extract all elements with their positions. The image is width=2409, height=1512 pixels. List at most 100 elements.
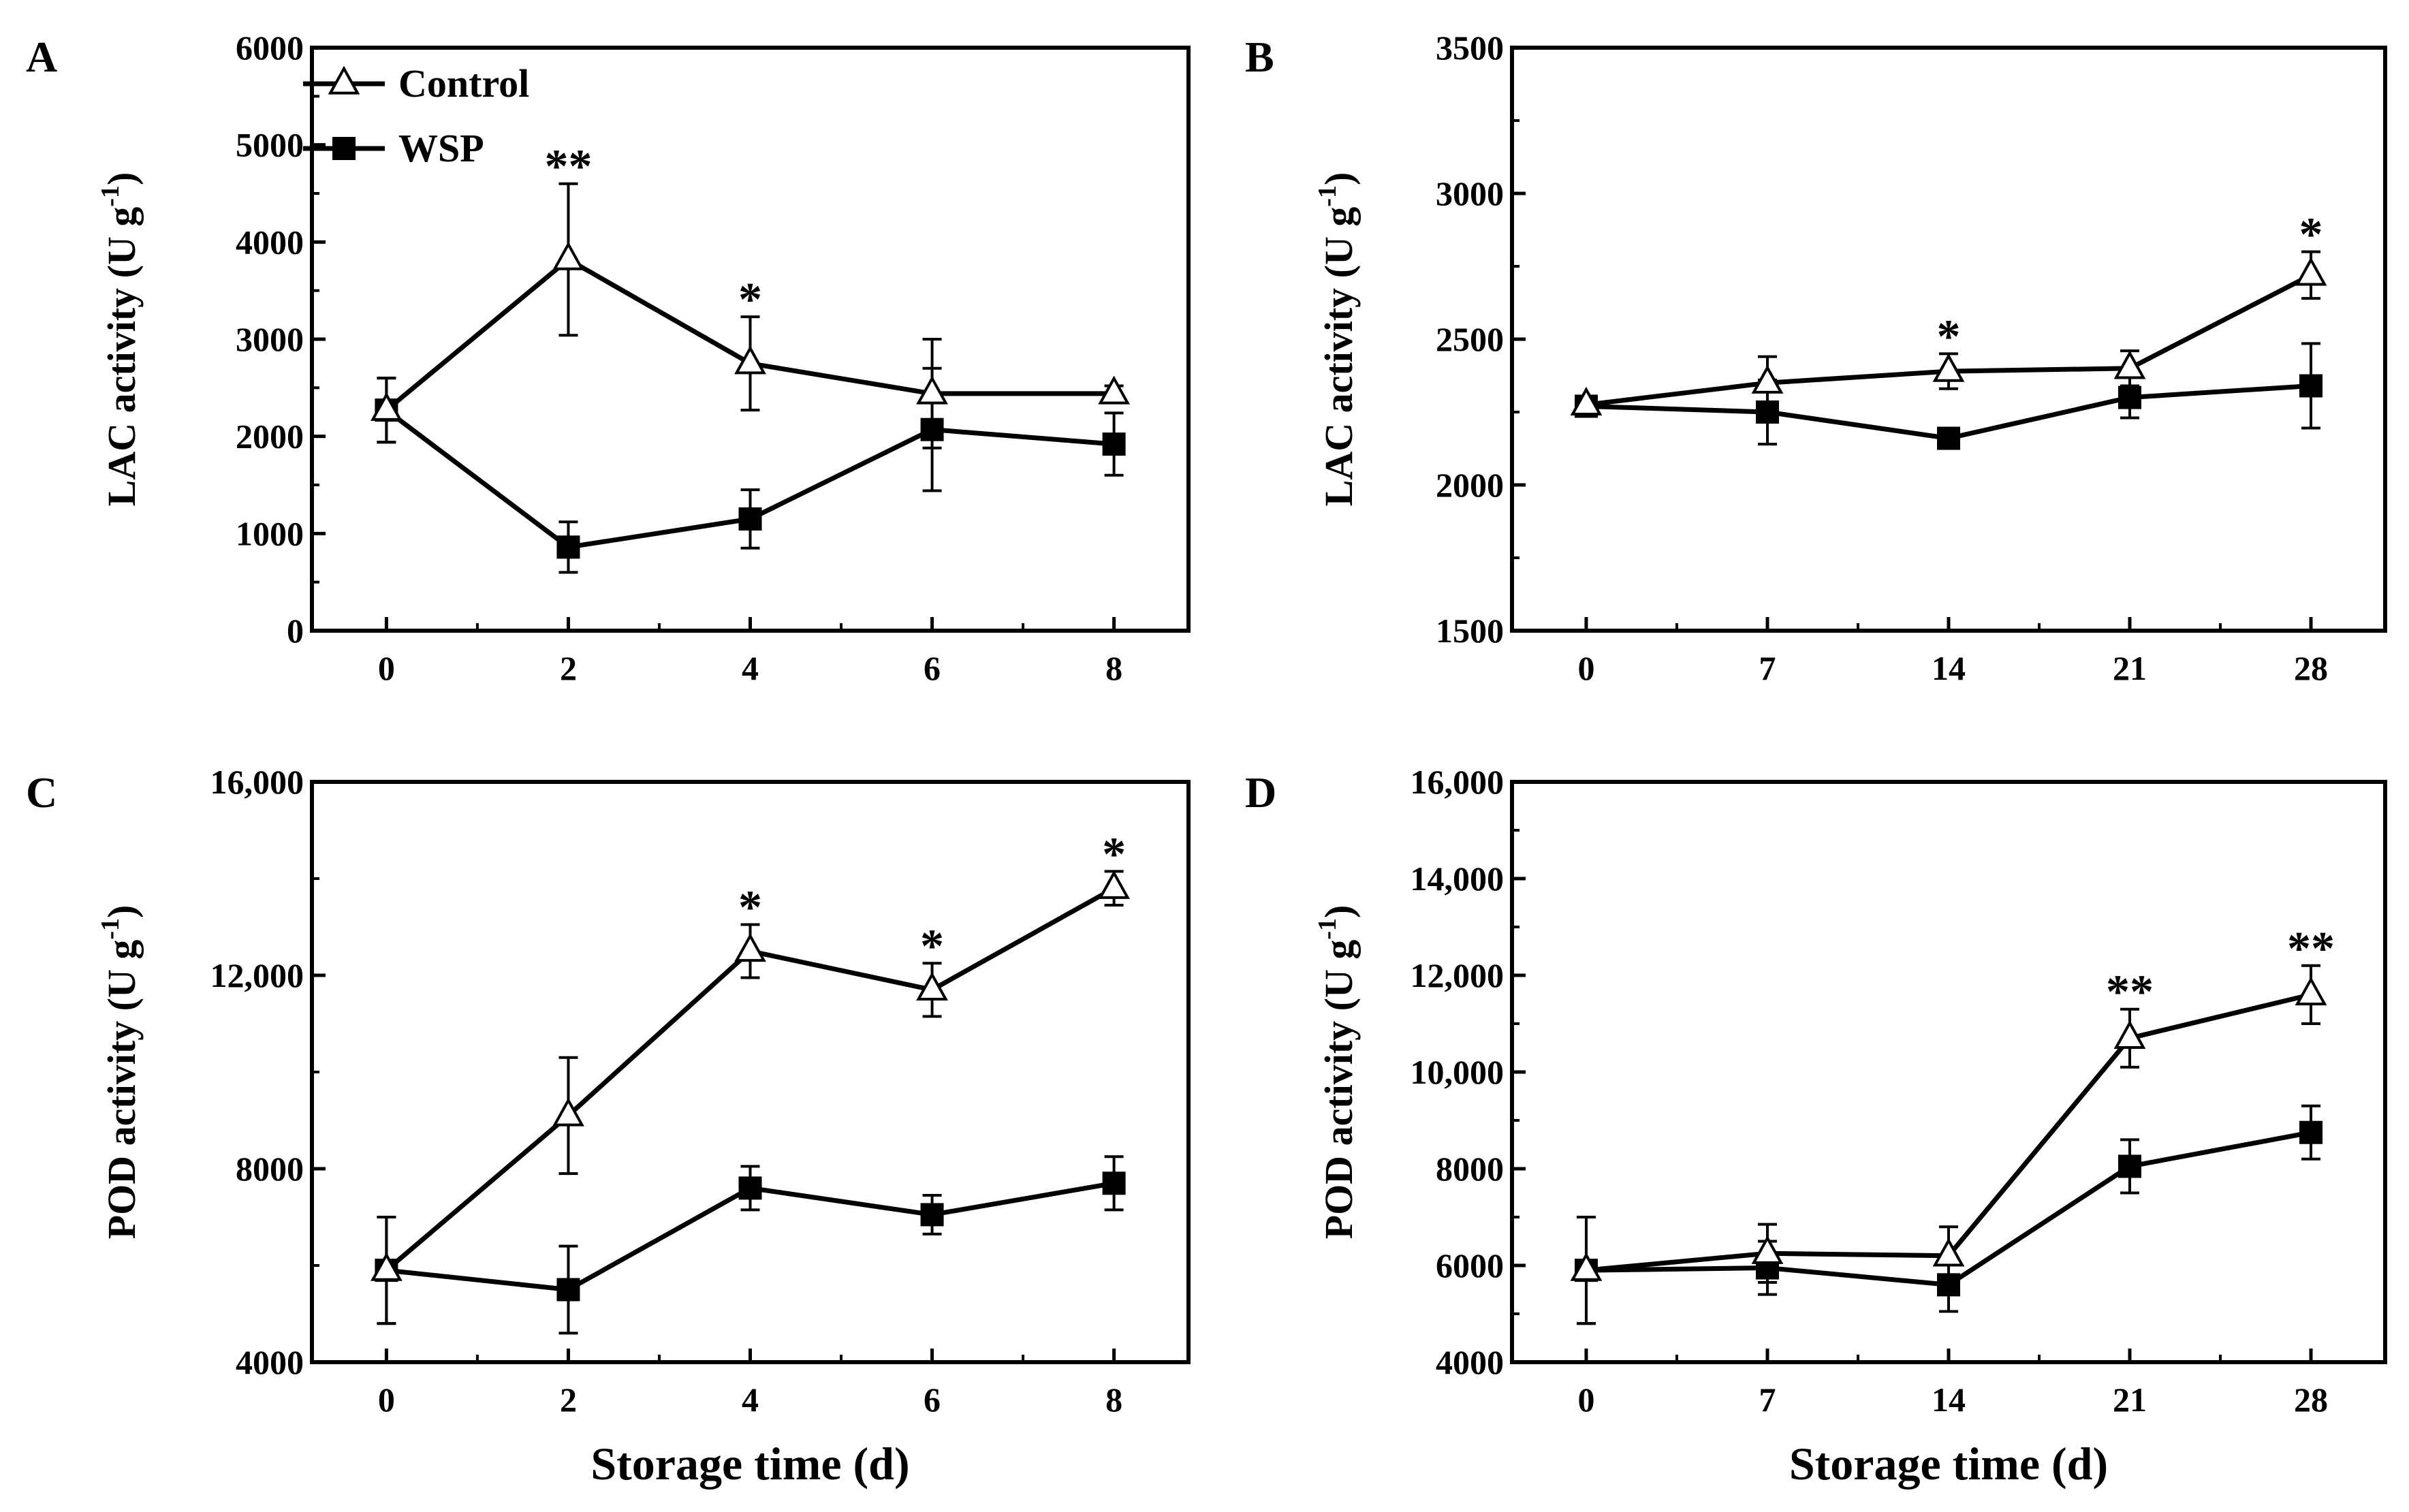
significance-marker: * — [738, 881, 762, 934]
y-axis-title-superscript: -1 — [96, 185, 125, 207]
y-axis-title-main: POD activity (U g — [99, 940, 144, 1240]
y-tick-label: 3500 — [1436, 29, 1504, 67]
panel-letter: A — [26, 33, 57, 81]
chart-panel-a: A 0 1000 2000 3000 4000 5000 6000 0 2 4 6 8 LAC activ… — [26, 29, 1191, 687]
y-tick-label: 5000 — [236, 126, 304, 164]
y-axis-title-main: POD activity (U g — [1317, 940, 1361, 1240]
y-axis-title-close: ) — [1317, 172, 1361, 185]
significance-marker: ** — [2287, 923, 2335, 975]
x-tick-label: 6 — [924, 1381, 941, 1419]
x-tick-label: 28 — [2294, 649, 2328, 687]
data-point — [1751, 364, 1784, 394]
data-point — [734, 933, 766, 962]
x-tick-label: 7 — [1759, 1381, 1776, 1419]
y-tick-label: 2500 — [1436, 320, 1504, 358]
data-point — [2113, 350, 2146, 379]
y-axis-title-superscript: -1 — [1313, 185, 1342, 207]
x-tick-label: 0 — [378, 649, 395, 687]
x-tick-label: 8 — [1105, 649, 1122, 687]
y-axis-title: POD activity (U g-1) — [1313, 905, 1361, 1240]
y-axis-title-close: ) — [1317, 905, 1361, 918]
y-tick-label: 10,000 — [1411, 1053, 1505, 1091]
significance-marker: ** — [544, 141, 592, 193]
plot-frame — [1510, 780, 2387, 1364]
y-tick-label: 1000 — [236, 514, 304, 552]
y-tick-label: 3000 — [1436, 174, 1504, 212]
series-control: *** — [370, 828, 1131, 1325]
data-point — [916, 375, 948, 405]
y-axis-title: POD activity (U g-1) — [96, 905, 144, 1240]
significance-marker: * — [2299, 209, 2323, 262]
plot-frame — [310, 780, 1191, 1364]
series-wsp — [1574, 1104, 2323, 1325]
x-axis-title: Storage time (d) — [1789, 1438, 2108, 1490]
data-point — [734, 345, 766, 375]
data-point — [2295, 976, 2327, 1006]
x-tick-label: 6 — [924, 649, 941, 687]
data-point — [556, 535, 580, 559]
y-axis-title-close: ) — [99, 905, 144, 918]
legend-wsp-label: WSP — [398, 126, 484, 170]
x-tick-label: 2 — [560, 649, 577, 687]
x-tick-label: 0 — [1577, 1381, 1594, 1419]
y-tick-label: 6000 — [236, 29, 304, 67]
series-control: ** ** — [1570, 923, 2335, 1325]
y-tick-label: 4000 — [236, 223, 304, 261]
x-tick-label: 8 — [1105, 1381, 1122, 1419]
legend: Control WSP — [303, 61, 529, 170]
data-point — [1102, 1171, 1126, 1195]
y-tick-label: 2000 — [236, 418, 304, 456]
y-axis-title-superscript: -1 — [1313, 918, 1342, 940]
x-tick-label: 21 — [2113, 1381, 2147, 1419]
panel-letter: C — [26, 768, 57, 817]
data-point — [2299, 1120, 2323, 1144]
x-tick-label: 14 — [1932, 1381, 1966, 1419]
data-point — [1932, 353, 1965, 382]
significance-marker: * — [920, 920, 944, 973]
x-tick-label: 28 — [2294, 1381, 2328, 1419]
y-tick-label: 4000 — [1436, 1343, 1504, 1381]
data-point — [556, 1278, 580, 1302]
data-point — [1570, 386, 1603, 415]
x-tick-label: 4 — [742, 1381, 759, 1419]
data-point — [2118, 385, 2142, 409]
x-axis-title: Storage time (d) — [591, 1438, 909, 1490]
y-tick-label: 8000 — [236, 1150, 304, 1188]
y-axis-title: LAC activity (U g-1) — [1313, 172, 1361, 507]
x-tick-label: 21 — [2113, 649, 2147, 687]
legend-control-marker — [328, 65, 360, 95]
series-control: ** — [1570, 209, 2327, 415]
data-point — [552, 1097, 584, 1127]
data-point — [370, 1252, 403, 1281]
data-point — [920, 1203, 944, 1227]
significance-marker: * — [738, 274, 762, 326]
y-axis-title-main: LAC activity (U g — [99, 207, 144, 507]
y-axis-title-close: ) — [99, 172, 144, 185]
y-axis-title-main: LAC activity (U g — [1317, 207, 1361, 507]
y-tick-label: 3000 — [236, 320, 304, 358]
y-tick-label: 6000 — [1436, 1246, 1504, 1285]
y-tick-label: 0 — [287, 612, 304, 650]
plot-frame — [1510, 46, 2387, 633]
data-point — [738, 1176, 762, 1200]
data-point — [1570, 1252, 1603, 1281]
data-point — [738, 507, 762, 531]
x-tick-label: 0 — [378, 1381, 395, 1419]
legend-control-label: Control — [398, 61, 529, 106]
data-point — [1751, 1235, 1784, 1264]
series-control: *** — [370, 141, 1131, 450]
data-point — [1932, 1238, 1965, 1267]
y-axis-title-superscript: -1 — [96, 918, 125, 940]
panel-letter: B — [1245, 33, 1274, 81]
data-point — [1098, 870, 1131, 899]
data-point — [2299, 374, 2323, 398]
y-tick-label: 12,000 — [1411, 956, 1505, 994]
data-point — [1937, 426, 1960, 450]
y-axis-title: LAC activity (U g-1) — [96, 172, 144, 507]
significance-marker: ** — [2106, 966, 2154, 1019]
plot-frame — [310, 46, 1191, 633]
x-tick-label: 14 — [1932, 649, 1966, 687]
data-point — [1102, 432, 1126, 456]
data-point — [2295, 257, 2327, 286]
y-tick-label: 2000 — [1436, 466, 1504, 504]
